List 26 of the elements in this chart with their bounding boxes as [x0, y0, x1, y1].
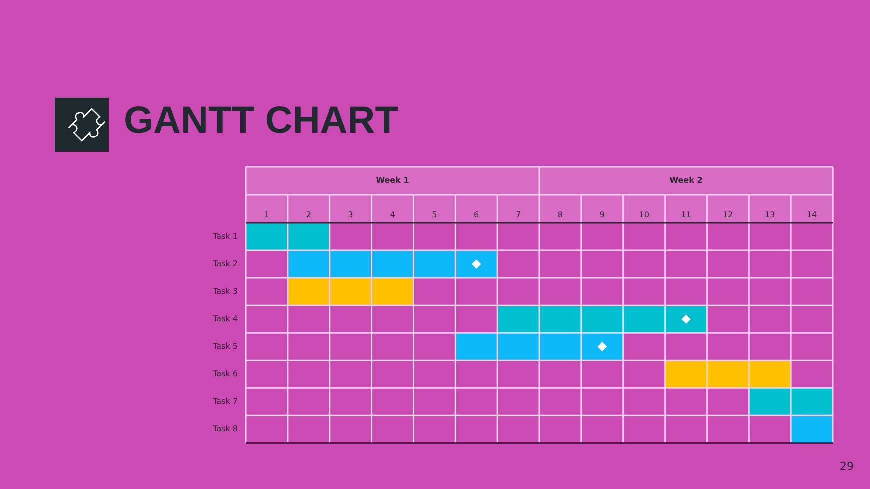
text: 29 — [840, 460, 854, 473]
x-tick-label: 2 — [306, 210, 312, 220]
x-tick-label: 9 — [600, 210, 605, 220]
x-tick-label: 11 — [681, 210, 692, 220]
y-tick-label: Task 1 — [212, 232, 238, 241]
x-tick-label: 8 — [558, 210, 564, 220]
text: Week 2 — [670, 176, 703, 186]
y-tick-label: Task 5 — [212, 342, 238, 351]
y-tick-label: Task 7 — [212, 396, 238, 406]
y-tick-label: Task 6 — [212, 369, 238, 378]
x-tick-label: 5 — [432, 210, 438, 220]
x-tick-label: 6 — [474, 210, 480, 220]
x-tick-label: 3 — [348, 210, 354, 220]
chart-title: GANTT CHART — [124, 100, 398, 143]
x-tick-label: 7 — [516, 210, 522, 220]
x-tick-label: 10 — [639, 210, 650, 220]
x-tick-label: 1 — [264, 210, 270, 220]
y-tick-label: Task 3 — [212, 286, 238, 296]
x-tick-label: 4 — [390, 210, 396, 220]
text: Week 1 — [376, 176, 410, 186]
y-tick-label: Task 4 — [212, 314, 238, 324]
y-tick-label: Task 2 — [212, 259, 238, 268]
x-tick-label: 13 — [765, 210, 776, 220]
x-tick-label: 14 — [806, 210, 818, 220]
y-tick-label: Task 8 — [212, 424, 238, 434]
x-tick-label: 12 — [723, 210, 734, 220]
